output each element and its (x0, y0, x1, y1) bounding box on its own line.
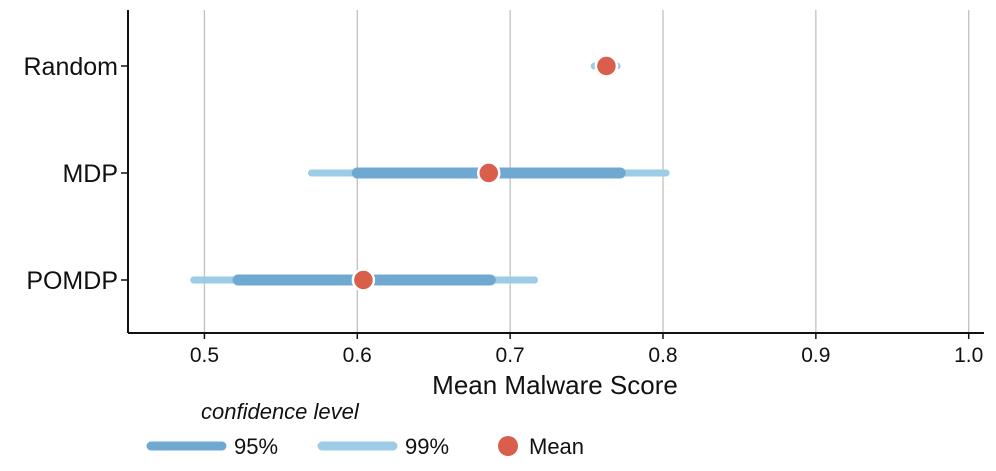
legend: confidence level 95% 99% Mean (146, 399, 584, 459)
series-random (590, 54, 621, 78)
y-ticks: Random MDP POMDP (24, 53, 128, 295)
legend-label-99: 99% (405, 434, 449, 459)
x-tick-label-3: 0.8 (648, 344, 677, 367)
x-tick-label-5: 1.0 (954, 344, 983, 367)
mean-dot-random (594, 54, 619, 78)
x-ticks: 0.5 0.6 0.7 0.8 0.9 1.0 (190, 333, 983, 367)
series-mdp (307, 161, 670, 185)
axes (127, 10, 984, 334)
y-tick-label-mdp: MDP (62, 160, 118, 188)
x-tick-label-1: 0.6 (343, 344, 372, 367)
y-tick-label-random: Random (24, 53, 119, 81)
legend-swatch-mean (498, 436, 518, 456)
series-pomdp (190, 268, 539, 292)
x-tick-label-0: 0.5 (190, 344, 219, 367)
x-axis-title: Mean Malware Score (432, 370, 678, 400)
series (190, 54, 670, 292)
y-tick-label-pomdp: POMDP (26, 267, 118, 295)
legend-label-95: 95% (234, 434, 278, 459)
legend-label-mean: Mean (529, 434, 584, 459)
mean-dot-pomdp (351, 268, 376, 292)
legend-title: confidence level (201, 399, 360, 424)
mean-dot-mdp (476, 161, 501, 185)
x-tick-label-4: 0.9 (801, 344, 830, 367)
x-tick-label-2: 0.7 (496, 344, 525, 367)
